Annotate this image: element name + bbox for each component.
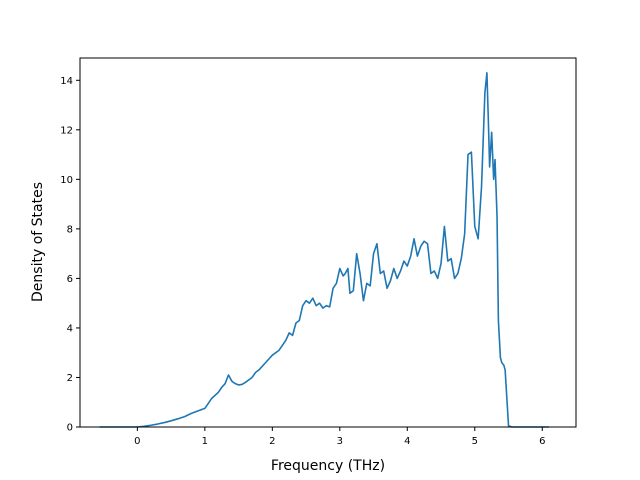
x-tick-label: 0: [134, 436, 140, 447]
y-tick-label: 4: [67, 323, 73, 334]
x-tick-label: 5: [472, 436, 478, 447]
x-tick-label: 2: [269, 436, 275, 447]
y-tick-label: 0: [67, 423, 73, 434]
y-axis-label: Density of States: [30, 182, 46, 302]
y-tick-label: 12: [60, 125, 73, 136]
x-tick-label: 1: [202, 436, 208, 447]
axes-frame: [79, 57, 577, 428]
y-tick-label: 10: [60, 175, 73, 186]
dos-series-line-0: [99, 72, 550, 428]
y-tick-label: 6: [67, 274, 73, 285]
x-tick-label: 6: [539, 436, 545, 447]
x-axis-label: Frequency (THz): [271, 458, 385, 474]
y-tick-label: 8: [67, 224, 73, 235]
x-tick-label: 4: [404, 436, 410, 447]
y-tick-label: 2: [67, 373, 73, 384]
plot-area: [99, 72, 550, 428]
y-tick-label: 14: [60, 76, 73, 87]
x-tick-label: 3: [337, 436, 343, 447]
